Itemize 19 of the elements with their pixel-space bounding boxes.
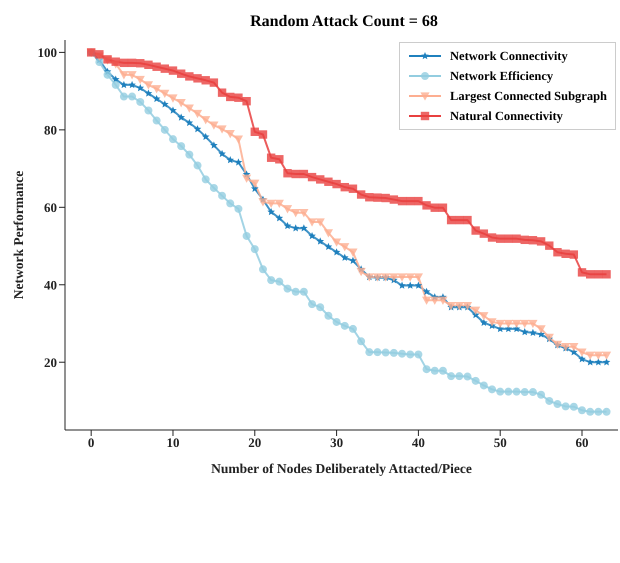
- x-tick-label: 60: [576, 435, 589, 450]
- y-axis-title: Network Performance: [10, 170, 26, 300]
- legend-label: Natural Connectivity: [450, 108, 563, 124]
- x-axis-title: Number of Nodes Deliberately Attacted/Piece: [211, 461, 472, 476]
- y-tick-label: 100: [38, 45, 57, 60]
- legend-label: Largest Connected Subgraph: [450, 88, 607, 104]
- y-tick-label: 40: [44, 277, 57, 292]
- chart-title: Random Attack Count = 68: [249, 12, 439, 32]
- legend-label: Network Efficiency: [450, 68, 554, 84]
- x-tick-label: 10: [166, 435, 180, 450]
- y-tick-label: 80: [44, 122, 57, 138]
- x-tick-label: 0: [88, 435, 94, 450]
- x-tick-label: 20: [248, 435, 262, 450]
- y-tick-label: 20: [44, 354, 57, 370]
- y-tick-label: 60: [44, 200, 57, 215]
- legend-label: Network Connectivity: [450, 48, 568, 64]
- x-tick-label: 50: [494, 435, 507, 450]
- x-tick-label: 40: [412, 435, 425, 450]
- x-tick-label: 30: [330, 435, 344, 450]
